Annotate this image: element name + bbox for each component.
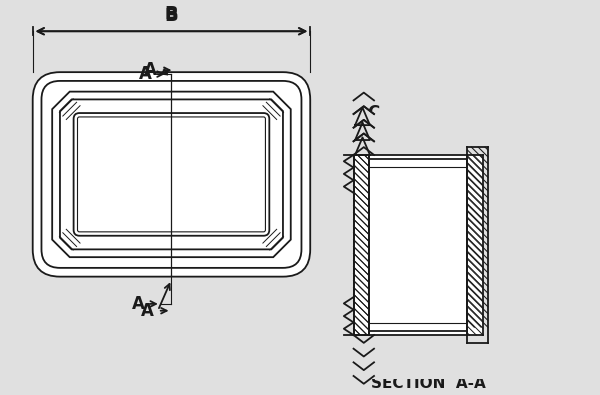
Bar [369,171,467,320]
Polygon shape [52,92,291,257]
Bar [325,111,532,379]
Text: B: B [164,6,178,23]
Text: A: A [516,236,529,254]
Text: A: A [132,295,145,313]
Text: A: A [139,65,152,83]
Text: C: C [367,104,380,122]
Polygon shape [60,100,283,249]
FancyBboxPatch shape [74,113,269,236]
Text: SECTION  A-A: SECTION A-A [371,376,485,391]
Text: A: A [144,61,157,79]
Text: B: B [164,8,178,25]
Bar [353,155,483,335]
Bar [369,159,467,331]
Text: A: A [141,302,154,320]
Bar [353,155,483,335]
Bar [325,118,522,372]
FancyBboxPatch shape [33,72,310,276]
